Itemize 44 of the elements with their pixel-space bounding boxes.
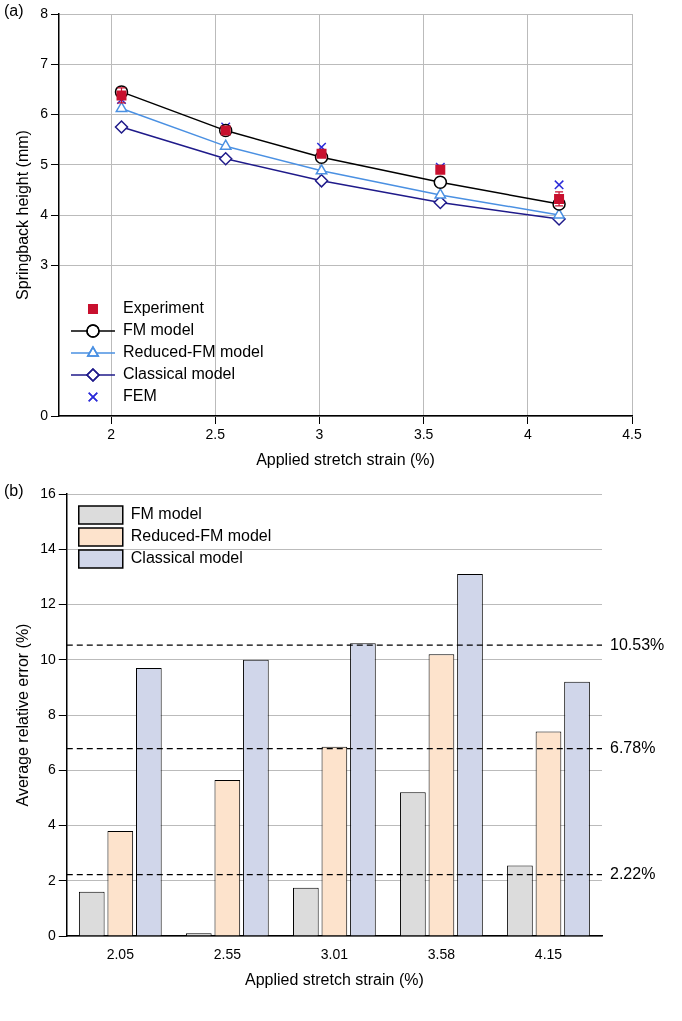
x-tick-label: 3.01 xyxy=(320,946,349,963)
x-tick-label: 3 xyxy=(315,426,324,443)
y-tick-label: 0 xyxy=(40,406,49,423)
legend-label: FM model xyxy=(122,321,195,339)
y-tick-label: 6 xyxy=(40,105,49,122)
y-axis-title: Springback height (mm) xyxy=(14,130,32,300)
y-tick-label: 12 xyxy=(40,595,56,612)
legend-label: Experiment xyxy=(122,299,205,317)
y-tick-label: 8 xyxy=(47,705,56,722)
y-tick-label: 8 xyxy=(40,4,49,21)
x-tick-label: 4.5 xyxy=(622,426,642,443)
y-tick-label: 0 xyxy=(47,926,56,943)
x-tick-label: 2.55 xyxy=(213,946,242,963)
ref-line-label: 6.78% xyxy=(610,739,656,757)
y-tick-label: 4 xyxy=(47,816,56,833)
chart-title: (b) xyxy=(4,482,24,500)
x-tick-label: 3.5 xyxy=(413,426,434,443)
x-tick-label: 4.15 xyxy=(534,946,563,963)
legend-label: Reduced-FM model xyxy=(122,343,264,361)
legend-label: FM model xyxy=(130,505,202,523)
y-axis-title: Average relative error (%) xyxy=(14,623,32,807)
y-tick-label: 2 xyxy=(47,871,56,888)
x-tick-label: 2 xyxy=(107,426,116,443)
y-tick-label: 5 xyxy=(40,155,49,172)
y-tick-label: 4 xyxy=(40,205,49,222)
x-tick-label: 2.5 xyxy=(205,426,226,443)
x-tick-label: 4 xyxy=(523,426,532,443)
ref-line-label: 2.22% xyxy=(610,865,656,883)
legend-label: Reduced-FM model xyxy=(130,527,272,545)
y-tick-label: 10 xyxy=(40,650,56,667)
ref-line-label: 10.53% xyxy=(610,635,665,653)
y-tick-label: 7 xyxy=(40,55,49,72)
x-tick-label: 2.05 xyxy=(106,946,135,963)
x-axis-title: Applied stretch strain (%) xyxy=(256,450,435,468)
legend-label: FEM xyxy=(122,387,157,405)
x-axis-title: Applied stretch strain (%) xyxy=(245,970,424,988)
legend-label: Classical model xyxy=(122,365,236,383)
y-tick-label: 3 xyxy=(40,256,49,273)
y-tick-label: 14 xyxy=(40,540,56,557)
chart-title: (a) xyxy=(4,2,24,20)
y-tick-label: 6 xyxy=(47,761,56,778)
y-tick-label: 16 xyxy=(40,484,56,501)
x-tick-label: 3.58 xyxy=(427,946,456,963)
legend-label: Classical model xyxy=(130,549,243,567)
